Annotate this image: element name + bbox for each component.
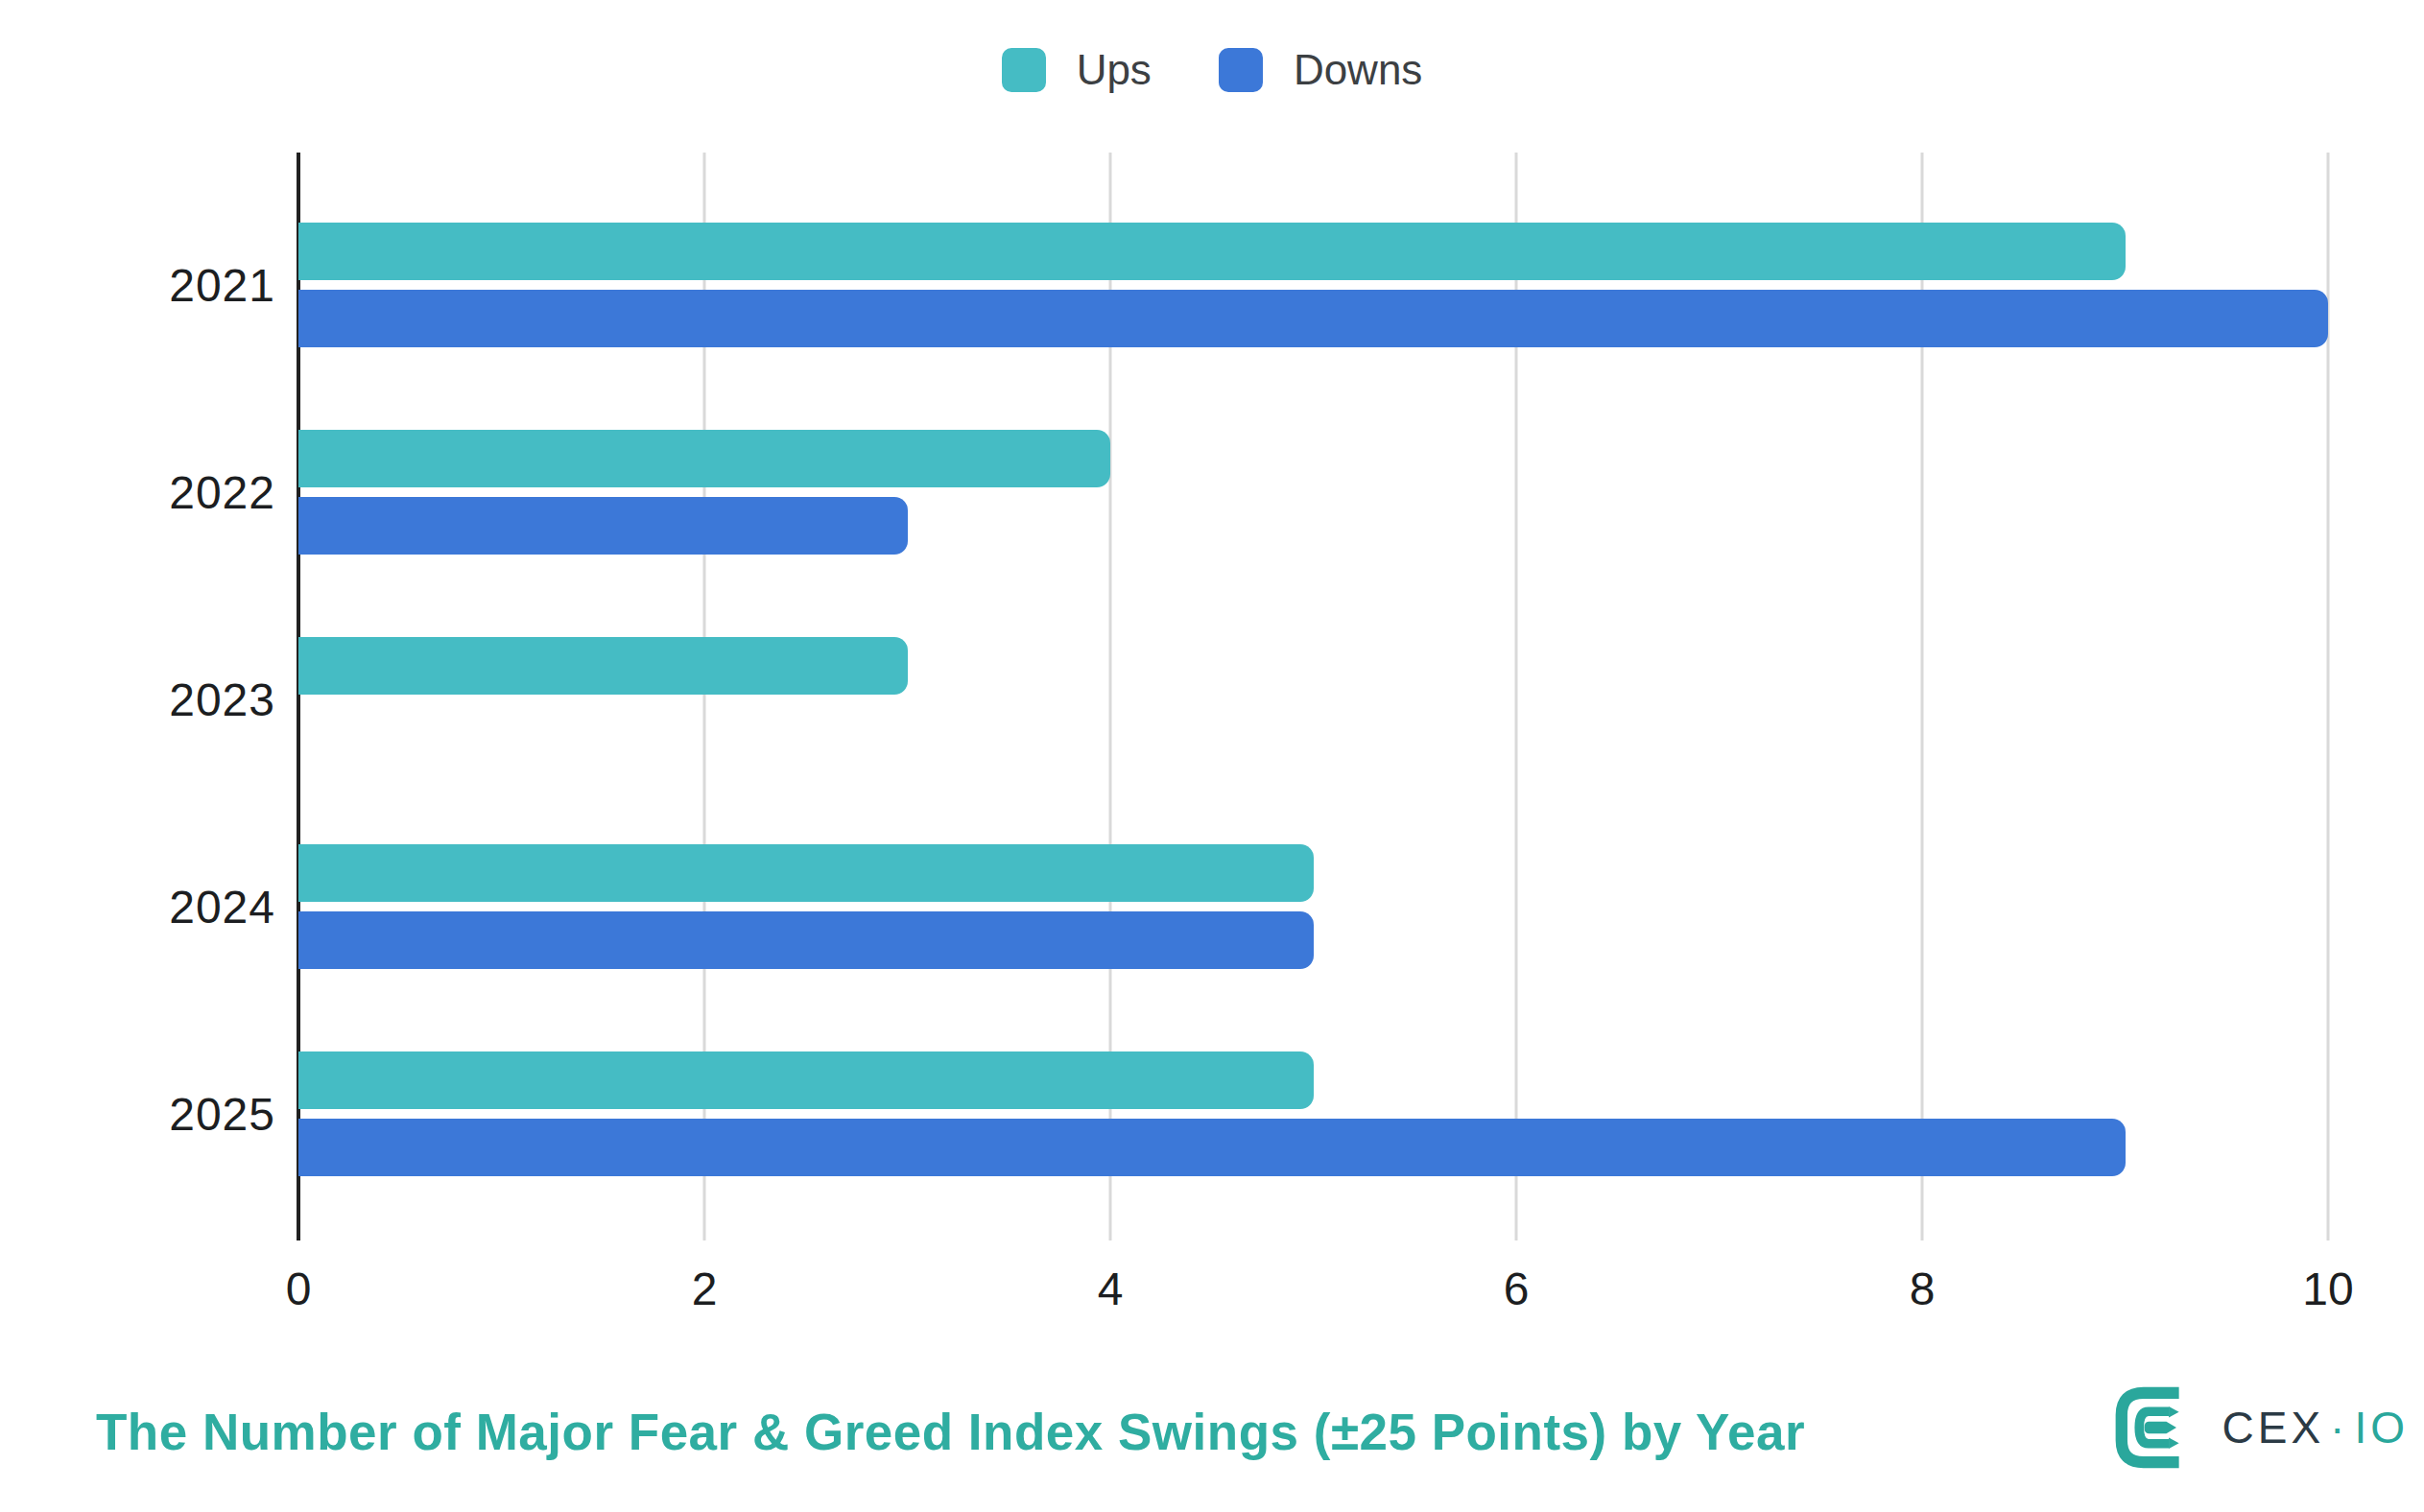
bar-rows: [298, 153, 2328, 1240]
chart-title: The Number of Major Fear & Greed Index S…: [96, 1403, 1805, 1461]
x-label-4: 4: [1098, 1263, 1124, 1315]
ups-legend-label: Ups: [1077, 46, 1152, 94]
bar-ups-2024: [298, 844, 1314, 902]
bar-chart: 20212022202320242025: [0, 153, 2366, 1240]
bar-ups-2021: [298, 223, 2126, 280]
bar-downs-2022: [298, 497, 908, 555]
bar-downs-2021: [298, 290, 2328, 347]
bar-ups-2023: [298, 637, 908, 695]
bar-group-2025: [298, 1010, 2328, 1217]
logo-cex-text: CEX: [2222, 1402, 2325, 1453]
x-axis-labels: 0246810: [298, 1263, 2328, 1320]
bar-ups-2022: [298, 430, 1110, 487]
bar-downs-2024: [298, 911, 1314, 969]
x-label-0: 0: [286, 1263, 312, 1315]
logo-dot: ·: [2330, 1402, 2348, 1453]
legend: Ups Downs: [0, 46, 2424, 94]
legend-item-ups[interactable]: Ups: [1002, 46, 1152, 94]
x-label-10: 10: [2302, 1263, 2353, 1315]
cexio-logo: CEX · IO: [2113, 1385, 2409, 1470]
y-label-2023: 2023: [0, 596, 275, 803]
downs-swatch: [1219, 48, 1263, 92]
bar-group-2024: [298, 803, 2328, 1010]
y-label-2025: 2025: [0, 1010, 275, 1217]
y-axis-labels: 20212022202320242025: [0, 153, 298, 1240]
y-label-2021: 2021: [0, 181, 275, 389]
ups-swatch: [1002, 48, 1046, 92]
x-label-6: 6: [1504, 1263, 1530, 1315]
bar-group-2023: [298, 596, 2328, 803]
cexio-logo-mark-icon: [2113, 1385, 2198, 1470]
bar-downs-2025: [298, 1119, 2126, 1176]
cexio-logo-text: CEX · IO: [2222, 1402, 2409, 1453]
y-label-2022: 2022: [0, 389, 275, 596]
bar-ups-2025: [298, 1051, 1314, 1109]
logo-io-text: IO: [2354, 1402, 2409, 1453]
bar-group-2021: [298, 181, 2328, 389]
bar-group-2022: [298, 389, 2328, 596]
legend-item-downs[interactable]: Downs: [1219, 46, 1423, 94]
y-label-2024: 2024: [0, 803, 275, 1010]
downs-legend-label: Downs: [1294, 46, 1423, 94]
plot-area: [298, 153, 2328, 1240]
x-label-2: 2: [692, 1263, 718, 1315]
x-label-8: 8: [1910, 1263, 1936, 1315]
